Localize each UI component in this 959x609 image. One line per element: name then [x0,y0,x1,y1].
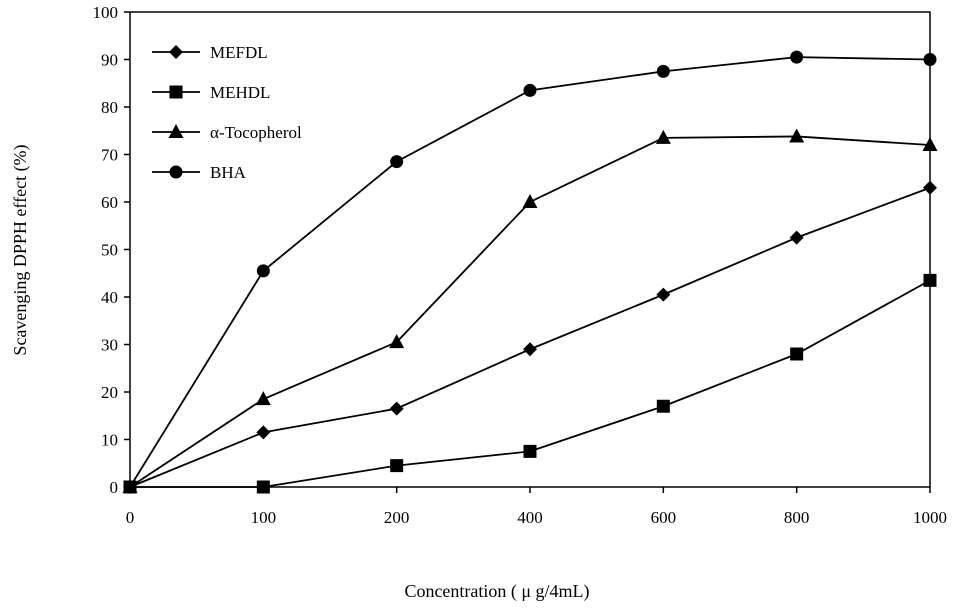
y-tick-label: 70 [101,146,118,165]
series-line [129,186,931,488]
series-mehdl [123,273,937,494]
y-tick-label: 50 [101,241,118,260]
data-point [922,137,938,151]
data-point [389,401,404,416]
data-point [390,155,404,169]
y-tick-label: 20 [101,383,118,402]
y-tick-label: 90 [101,51,118,70]
data-point [656,399,670,413]
data-point [655,129,671,144]
legend-marker [169,165,183,179]
data-point [789,230,804,245]
data-point [656,287,671,302]
data-point [389,334,405,349]
legend-label: MEFDL [210,43,268,62]
data-point [123,480,137,494]
x-tick-label: 600 [651,508,677,527]
legend-entry: α-Tocopherol [152,123,302,142]
series-bha [123,50,937,494]
data-point [789,128,805,143]
x-tick-label: 0 [126,508,135,527]
data-point [256,480,270,494]
series-group [122,50,938,494]
legend-marker [169,85,183,99]
data-point [256,264,270,278]
legend-entry: BHA [152,163,247,182]
legend-marker [169,45,183,59]
legend-entry: MEFDL [152,43,268,62]
y-tick-label: 10 [101,431,118,450]
legend-label: BHA [210,163,247,182]
data-point [255,391,271,406]
y-axis-label: Scavenging DPPH effect (%) [10,144,31,355]
x-axis-label: Concentration ( μ g/4mL) [404,581,589,602]
data-point [523,444,537,458]
series-line [129,56,931,488]
data-point [523,83,537,97]
legend-label: MEHDL [210,83,270,102]
data-point [390,459,404,473]
x-tick-label: 100 [251,508,277,527]
x-axis: 0 100 200 400 600 800 1000 [126,487,947,527]
y-tick-label: 0 [110,478,119,497]
x-tick-label: 800 [784,508,810,527]
x-tick-label: 1000 [913,508,947,527]
data-point [256,425,271,440]
legend: MEFDL MEHDL α-Tocopherol BHA [152,43,302,182]
legend-entry: MEHDL [152,83,270,102]
x-tick-label: 400 [517,508,543,527]
y-tick-label: 30 [101,336,118,355]
legend-label: α-Tocopherol [210,123,302,142]
series-line [129,135,931,488]
data-point [790,347,804,361]
x-tick-label: 200 [384,508,410,527]
data-point [923,53,937,66]
y-tick-label: 100 [93,3,119,22]
data-point [522,194,538,208]
y-tick-label: 40 [101,288,118,307]
data-point [523,342,537,357]
data-point [790,50,804,64]
legend-marker [168,124,184,138]
y-axis: 0 10 20 30 40 50 60 70 80 90 100 [93,3,130,497]
y-tick-label: 80 [101,98,118,117]
data-point [923,180,937,195]
series--tocopherol [122,128,938,493]
y-tick-label: 60 [101,193,118,212]
data-point [656,64,670,78]
data-point [923,273,937,287]
